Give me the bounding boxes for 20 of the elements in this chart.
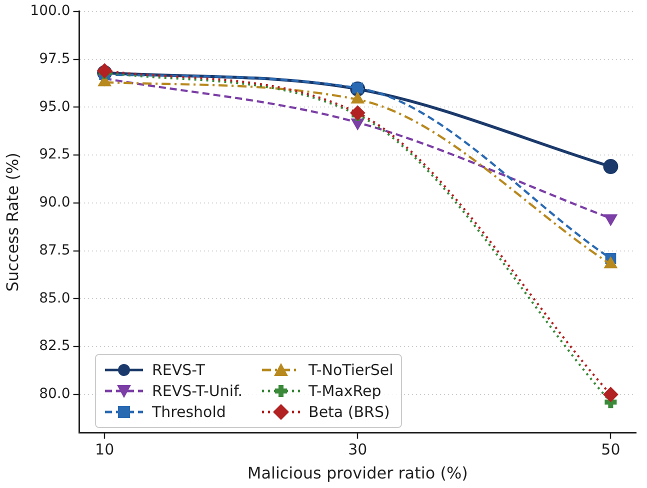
y-tick-label: 87.5 [39, 242, 70, 258]
legend-label: REVS-T [152, 361, 205, 379]
legend-label: REVS-T-Unif. [152, 382, 243, 400]
y-tick-label: 82.5 [39, 338, 70, 354]
x-tick-label: 10 [95, 440, 114, 459]
y-tick-label: 85.0 [39, 290, 70, 306]
legend-label: Beta (BRS) [308, 403, 390, 421]
y-axis-title: Success Rate (%) [2, 152, 22, 292]
y-tick-label: 90.0 [39, 194, 70, 211]
y-tick-label: 92.5 [39, 146, 70, 163]
y-tick-label: 97.5 [39, 50, 70, 67]
legend-label: T-NoTierSel [308, 361, 394, 379]
x-axis-title: Malicious provider ratio (%) [247, 464, 468, 483]
y-tick-label: 80.0 [39, 386, 70, 402]
x-tick-label: 50 [601, 440, 620, 459]
legend-label: T-MaxRep [308, 382, 382, 400]
y-tick-label: 95.0 [39, 98, 70, 115]
legend-label: Threshold [152, 403, 226, 421]
x-tick-label: 30 [348, 440, 368, 459]
y-tick-label: 100.0 [30, 3, 70, 20]
